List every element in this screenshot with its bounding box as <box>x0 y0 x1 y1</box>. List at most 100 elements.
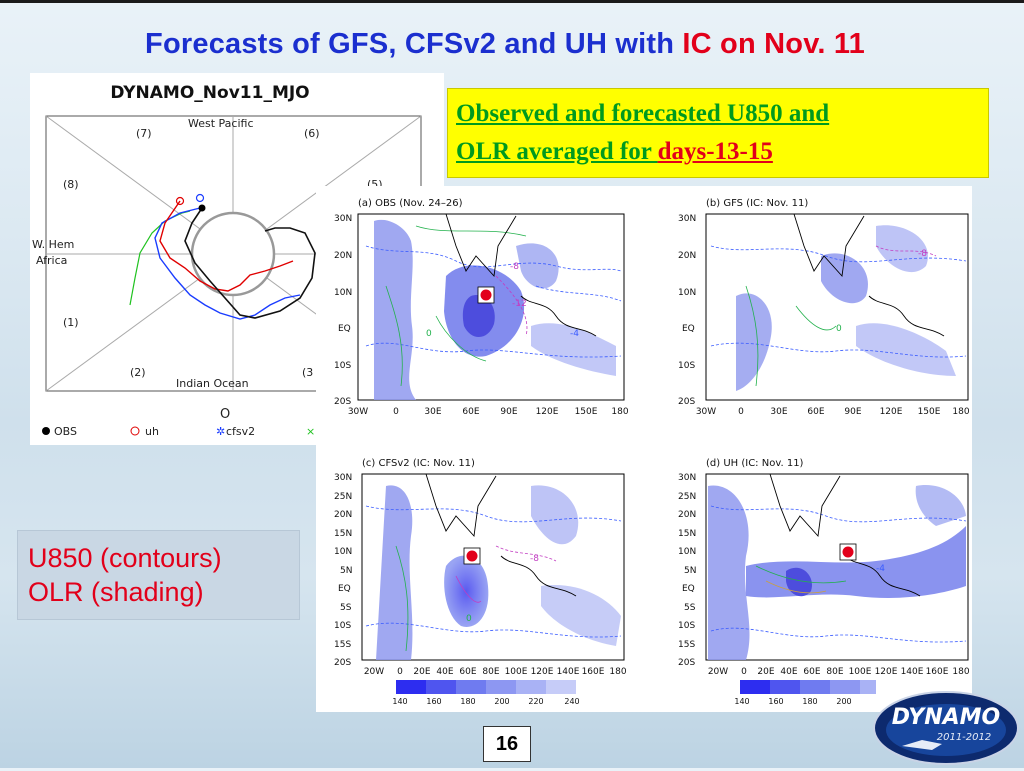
map-b-ytick: 30N <box>678 214 696 224</box>
colorbar-1-swatch <box>516 680 546 694</box>
map-c-olr-central <box>444 555 489 627</box>
map-panel-c: (c) CFSv2 (IC: Nov. 11) -8 0 30N 25N <box>334 458 627 706</box>
slide-title-main: Forecasts of GFS, CFSv2 and UH with <box>145 28 683 60</box>
map-a-ytick: 20N <box>334 251 352 261</box>
mjo-axis-bottom-label: O <box>220 407 230 422</box>
map-b-yticks: 30N 20N 10N EQ 10S 20S <box>678 214 696 407</box>
dynamo-logo-plane-icon <box>902 740 942 750</box>
map-c-ytick: 5N <box>340 566 352 576</box>
map-a-ytick: 10S <box>334 361 351 371</box>
map-a-contour-label-3: -4 <box>570 329 579 339</box>
map-c-ytick: 20N <box>334 510 352 520</box>
map-c-dynamo-marker <box>466 550 478 562</box>
map-c-contours <box>365 505 622 652</box>
colorbar-2-swatch <box>860 680 876 694</box>
map-b-xtick: 0 <box>738 407 744 417</box>
map-a-xtick: 30E <box>424 407 441 417</box>
mjo-label-w-hem: W. Hem <box>32 238 74 251</box>
map-d-olr-west <box>708 485 750 660</box>
map-a-contour-label-1: -8 <box>510 262 519 272</box>
map-b-ytick: 20S <box>678 397 695 407</box>
map-c-xtick: 120E <box>531 667 554 677</box>
map-b-contour-label-2: 0 <box>836 324 842 334</box>
map-b-xtick: 30W <box>696 407 716 417</box>
page-number: 16 <box>483 726 531 762</box>
mjo-track-uh-start <box>175 196 185 206</box>
colorbar-1-swatch <box>456 680 486 694</box>
slide-title: Forecasts of GFS, CFSv2 and UH with IC o… <box>0 28 1010 61</box>
map-b-olr-east <box>856 323 956 376</box>
mjo-label-africa: Africa <box>36 254 67 267</box>
map-c-xtick: 0 <box>397 667 403 677</box>
map-b-contours <box>710 245 967 387</box>
mjo-label-indian-ocean: Indian Ocean <box>176 377 249 390</box>
map-d-olr-core <box>786 567 812 597</box>
colorbar-2-label: 200 <box>836 697 851 706</box>
mjo-phase-8: (8) <box>63 178 79 191</box>
colorbar-1-label: 180 <box>460 697 475 706</box>
dynamo-logo: DYNAMO 2011-2012 <box>872 690 1020 766</box>
map-b-xtick: 180 <box>952 407 969 417</box>
map-a-xtick: 30W <box>348 407 368 417</box>
map-c-yticks: 30N 25N 20N 15N 10N 5N EQ 5S 10S 15S 20S <box>334 473 352 668</box>
slide-title-highlight: IC on Nov. 11 <box>682 28 865 60</box>
mjo-legend-uh: uh <box>145 425 159 438</box>
forecast-maps: (a) OBS (Nov. 24–26) -8 <box>316 186 972 712</box>
map-d-ytick: 5N <box>684 566 696 576</box>
obs-note-line2: OLR averaged for <box>456 138 658 165</box>
map-c-xtick: 20W <box>364 667 384 677</box>
map-a-xtick: 0 <box>393 407 399 417</box>
colorbar-1-label: 240 <box>564 697 579 706</box>
map-d-ytick: 15S <box>678 640 695 650</box>
map-b-xtick: 150E <box>918 407 941 417</box>
map-c-xtick: 100E <box>505 667 528 677</box>
map-d-ytick: 10S <box>678 621 695 631</box>
field-legend-contours: U850 (contours) <box>28 543 222 573</box>
colorbar-1-swatch <box>546 680 576 694</box>
map-b-xtick: 90E <box>844 407 861 417</box>
map-c-ytick: 10S <box>334 621 351 631</box>
mjo-title: DYNAMO_Nov11_MJO <box>110 83 309 103</box>
mjo-phase-6: (6) <box>304 127 320 140</box>
colorbar-2-swatch <box>770 680 800 694</box>
map-c-ytick: 10N <box>334 547 352 557</box>
dynamo-logo-title: DYNAMO <box>892 705 1001 730</box>
map-c-contour-label-2: 0 <box>466 614 472 624</box>
map-b-ytick: EQ <box>682 324 695 334</box>
map-c-xtick: 180 <box>609 667 626 677</box>
map-c-xtick: 160E <box>582 667 605 677</box>
map-a-xticks: 30W 0 30E 60E 90E 120E 150E 180 <box>348 407 629 417</box>
colorbar-2-label: 160 <box>768 697 783 706</box>
map-c-olr-west <box>376 485 413 660</box>
map-b-xtick: 120E <box>880 407 903 417</box>
map-c-ytick: 15N <box>334 529 352 539</box>
map-a-ytick: EQ <box>338 324 351 334</box>
map-a-xtick: 90E <box>500 407 517 417</box>
map-d-ytick: 20N <box>678 510 696 520</box>
map-a-yticks: 30N 20N 10N EQ 10S 20S <box>334 214 352 407</box>
field-legend-shading: OLR (shading) <box>28 577 204 607</box>
map-a-xtick: 150E <box>575 407 598 417</box>
map-c-ytick: 5S <box>340 603 352 613</box>
map-a-contour-label-4: 0 <box>426 329 432 339</box>
map-d-coastline-2 <box>844 555 921 597</box>
map-c-ytick: EQ <box>338 584 351 594</box>
map-d-ytick: 10N <box>678 547 696 557</box>
colorbar-2: 140 160 180 200 <box>734 680 876 706</box>
map-a-xtick: 120E <box>536 407 559 417</box>
map-b-xticks: 30W 0 30E 60E 90E 120E 150E 180 <box>696 407 970 417</box>
map-b-ytick: 20N <box>678 251 696 261</box>
map-b-olr-west <box>736 293 772 391</box>
map-d-xtick: 0 <box>741 667 747 677</box>
map-a-olr-east <box>531 323 616 376</box>
map-d-dynamo-marker <box>842 546 854 558</box>
map-b-xtick: 30E <box>770 407 787 417</box>
map-d-xtick: 120E <box>875 667 898 677</box>
map-c-ytick: 20S <box>334 658 351 668</box>
colorbar-1-label: 140 <box>392 697 407 706</box>
colorbar-1-swatch <box>396 680 426 694</box>
map-c-xtick: 20E <box>413 667 430 677</box>
map-panel-b: (b) GFS (IC: Nov. 11) -8 0 30N 20N 10N E… <box>678 198 970 417</box>
map-a-contours <box>365 225 622 387</box>
map-d-yticks: 30N 25N 20N 15N 10N 5N EQ 5S 10S 15S 20S <box>678 473 696 668</box>
